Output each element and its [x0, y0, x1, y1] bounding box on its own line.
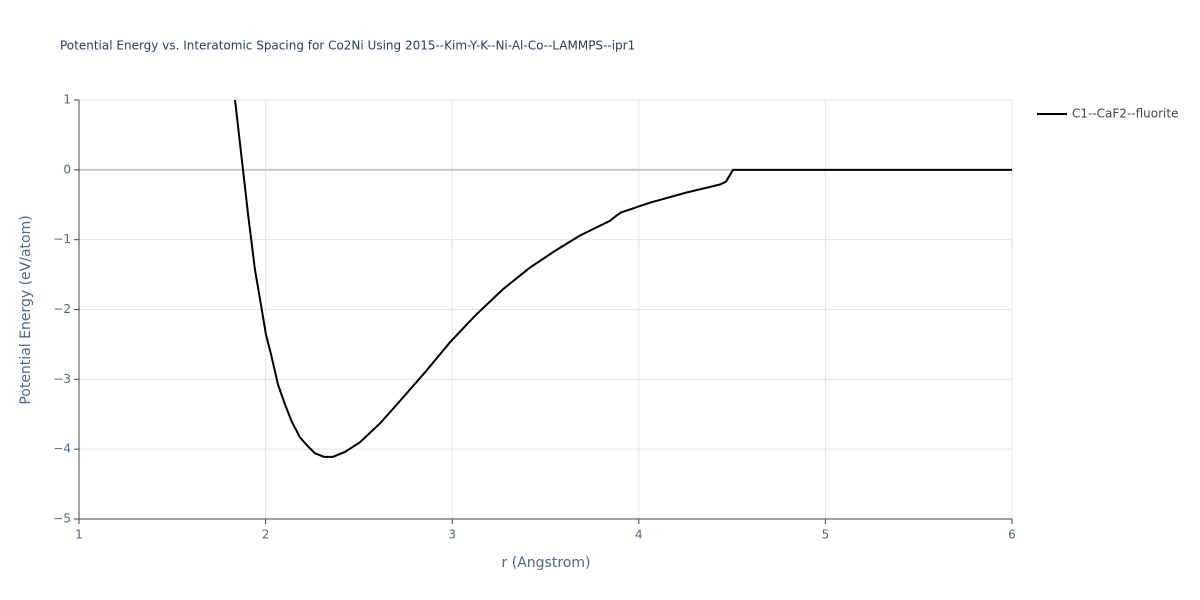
- x-tick-label: 5: [822, 528, 830, 542]
- y-tick-label: −5: [53, 512, 71, 526]
- data-line: [234, 99, 1012, 458]
- x-tick-label: 6: [1008, 528, 1016, 542]
- x-tick-label: 4: [635, 528, 643, 542]
- y-tick-label: −1: [53, 232, 71, 246]
- x-tick-label: 3: [448, 528, 456, 542]
- x-tick-label: 2: [262, 528, 270, 542]
- x-axis-title: r (Angstrom): [502, 555, 591, 571]
- y-tick-label: −2: [53, 302, 71, 316]
- y-tick-label: −3: [53, 372, 71, 386]
- y-tick-label: 1: [63, 93, 71, 107]
- y-tick-label: 0: [63, 162, 71, 176]
- chart-title: Potential Energy vs. Interatomic Spacing…: [60, 39, 635, 53]
- y-axis-title: Potential Energy (eV/atom): [18, 215, 34, 404]
- y-tick-label: −4: [53, 442, 71, 456]
- legend-label: C1--CaF2--fluorite: [1072, 107, 1178, 121]
- x-tick-label: 1: [75, 528, 83, 542]
